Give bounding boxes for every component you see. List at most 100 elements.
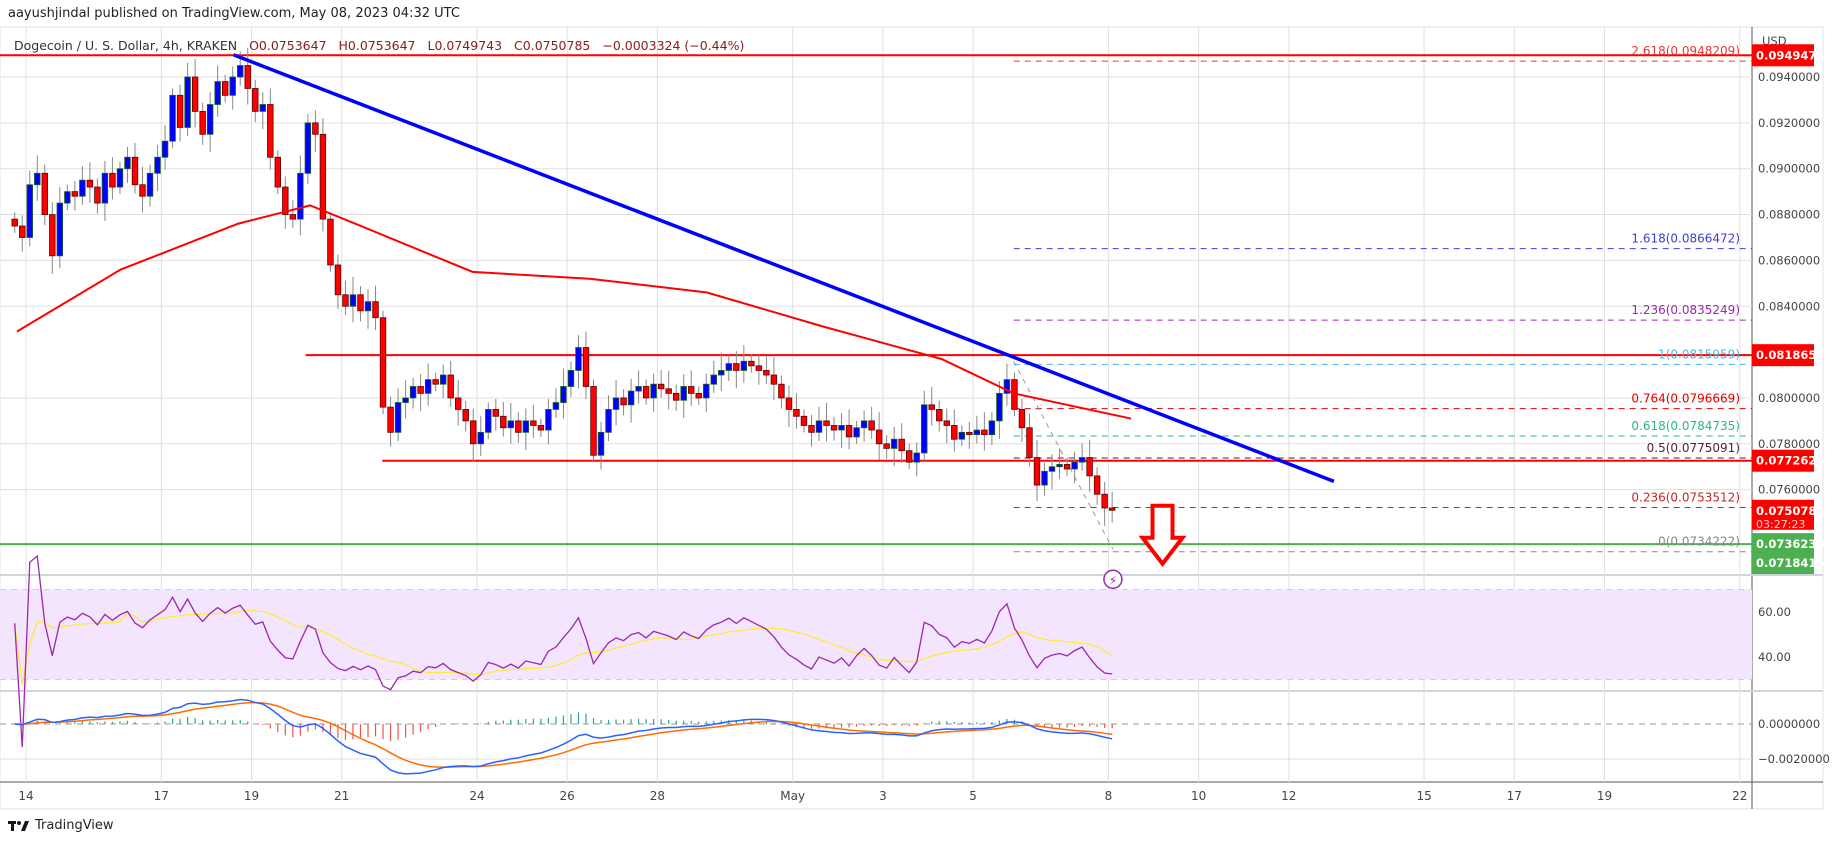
candle-up: [718, 370, 725, 376]
candle-up: [921, 404, 928, 454]
candle-up: [79, 179, 86, 197]
price-tick-label: 0.0940000: [1758, 70, 1820, 84]
candle-up: [612, 397, 620, 410]
candle-up: [64, 191, 71, 204]
fib-level-label: 0.764(0.0796669): [1631, 392, 1740, 406]
candle-down: [176, 94, 184, 128]
candle-up: [26, 184, 33, 238]
candle-up: [146, 172, 154, 197]
ohlc-close: C0.0750785: [514, 38, 591, 53]
candle-up: [545, 409, 552, 431]
candle-down: [830, 425, 838, 431]
x-tick-label: 22: [1732, 789, 1747, 803]
candle-up: [552, 402, 560, 410]
candle-up: [364, 301, 372, 312]
candle-up: [958, 431, 966, 440]
candle-down: [447, 374, 454, 399]
candle-down: [1093, 475, 1101, 495]
candle-down: [1018, 409, 1026, 429]
candle-down: [951, 425, 958, 440]
candle-down: [41, 172, 48, 215]
fib-level-label: 0(0.0734222): [1658, 535, 1740, 549]
down-arrow-icon: [1138, 503, 1187, 567]
x-tick-label: 17: [154, 789, 169, 803]
candle-up: [424, 379, 432, 394]
candle-down: [537, 425, 545, 431]
tradingview-logo-text: TradingView: [35, 818, 114, 833]
candle-down: [252, 88, 259, 112]
candle-down: [191, 76, 199, 112]
candle-up: [214, 81, 221, 105]
candle-down: [883, 443, 890, 449]
candle-down: [733, 363, 740, 371]
candle-down: [71, 191, 79, 197]
symbol-name: Dogecoin / U. S. Dollar, 4h, KRAKEN: [14, 38, 238, 53]
price-tag-label: 0.0772625: [1756, 454, 1824, 468]
candle-up: [1078, 457, 1086, 463]
chart-frame: [0, 26, 1824, 810]
candle-down: [19, 225, 26, 238]
candle-down: [688, 386, 695, 394]
candle-up: [575, 347, 582, 371]
candle-down: [515, 420, 522, 433]
rsi-ma-line: [14, 610, 1113, 686]
candle-down: [875, 429, 883, 445]
fib-level-label: 1.618(0.0866472): [1631, 232, 1740, 246]
rsi-line: [14, 554, 1113, 748]
x-tick-label: 14: [18, 789, 33, 803]
candle-down: [289, 214, 297, 220]
price-tick-label: 0.0900000: [1758, 162, 1820, 176]
candle-down: [906, 450, 913, 463]
candle-up: [1048, 466, 1056, 472]
x-tick-label: 28: [650, 789, 665, 803]
candle-down: [221, 81, 229, 96]
macd-tick-label: 0.0000000: [1758, 717, 1820, 731]
candle-up: [184, 76, 191, 128]
candle-down: [778, 383, 785, 399]
price-tick-label: 0.0880000: [1758, 208, 1820, 222]
candle-down: [49, 214, 56, 257]
candle-up: [1041, 470, 1048, 486]
candle-up: [439, 374, 447, 385]
candle-up: [402, 397, 409, 403]
candle-up: [34, 172, 41, 186]
candle-down: [665, 388, 672, 394]
candle-down: [642, 386, 650, 399]
ohlc-open: O0.0753647: [249, 38, 327, 53]
lightning-icon-glyph: ⚡: [1109, 573, 1117, 587]
x-tick-label: 15: [1416, 789, 1431, 803]
publisher-line: aayushjindal published on TradingView.co…: [8, 6, 460, 21]
candle-up: [259, 104, 266, 112]
tradingview-logo[interactable]: TradingView: [8, 818, 114, 833]
candle-up: [725, 363, 733, 371]
candle-up: [56, 202, 64, 257]
candle-up: [627, 390, 635, 406]
candle-up: [304, 122, 312, 174]
price-tag: [1752, 552, 1814, 574]
candle-up: [297, 172, 304, 220]
price-tick-label: 0.0840000: [1758, 299, 1820, 313]
candle-down: [417, 386, 424, 394]
moving-average-line: [16, 204, 1132, 420]
grid: 14 17 19 21 24 26 28 May 3 5 8 10 12 15 17 19 22 0.094000…: [0, 26, 1830, 810]
rsi-tick-label: 40.00: [1758, 650, 1791, 664]
candle-up: [507, 420, 515, 429]
candle-up: [635, 386, 642, 392]
candle-down: [582, 347, 590, 387]
price-tag: [1752, 344, 1814, 367]
symbol-legend: Dogecoin / U. S. Dollar, 4h, KRAKEN O0.0…: [14, 38, 744, 53]
x-tick-label: 19: [244, 789, 259, 803]
candle-up: [913, 452, 920, 463]
candle-up: [973, 429, 981, 436]
candle-down: [94, 186, 101, 204]
candle-up: [740, 360, 748, 371]
candle-down: [500, 415, 507, 429]
candle-down: [372, 301, 379, 319]
candle-up: [680, 386, 687, 401]
price-tick-label: 0.0860000: [1758, 253, 1820, 267]
rsi-tick-label: 60.00: [1758, 605, 1791, 619]
candle-up: [1071, 461, 1078, 470]
price-tag-label: 0.0818657: [1756, 348, 1824, 362]
price-tag: [1752, 533, 1814, 556]
